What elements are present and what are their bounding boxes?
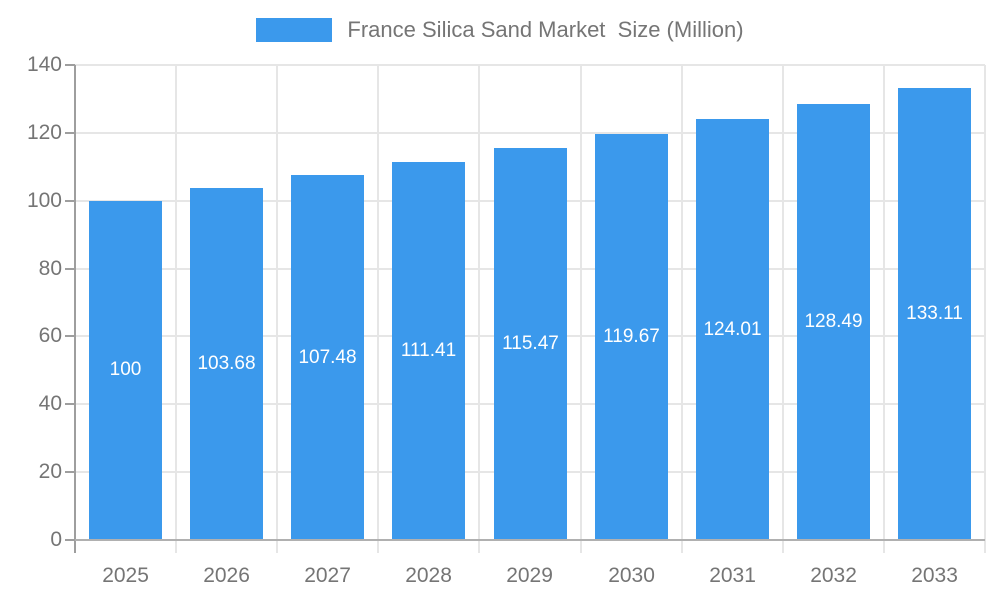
legend: France Silica Sand Market Size (Million): [0, 18, 1000, 42]
v-gridline: [478, 65, 481, 553]
x-axis-tick-label: 2025: [102, 564, 149, 587]
v-gridline: [579, 65, 582, 553]
y-axis-tick-label: 20: [38, 460, 62, 484]
v-gridline: [984, 65, 986, 553]
legend-label: France Silica Sand Market Size (Million): [347, 17, 744, 42]
bar-value-label: 100: [109, 359, 142, 381]
x-axis-tick-label: 2026: [203, 564, 250, 587]
bar-value-label: 103.68: [197, 353, 256, 375]
bar-value-label: 128.49: [804, 311, 863, 333]
y-axis-tick-label: 0: [50, 528, 62, 551]
v-gridline: [882, 65, 885, 553]
y-axis-tick-label: 140: [26, 53, 62, 76]
legend-item[interactable]: France Silica Sand Market Size (Million): [256, 17, 744, 42]
y-axis-tick-label: 60: [38, 324, 62, 348]
x-axis-tick-label: 2033: [911, 564, 958, 587]
y-axis-tick-label: 120: [26, 120, 62, 144]
bar[interactable]: 119.67: [595, 133, 668, 540]
y-axis-tick: [65, 131, 75, 134]
bar[interactable]: 128.49: [797, 104, 870, 540]
v-gridline: [781, 65, 784, 553]
x-axis-tick-label: 2031: [709, 564, 756, 587]
bar-value-label: 111.41: [400, 339, 457, 361]
y-axis-tick: [65, 471, 75, 474]
bar[interactable]: 111.41: [392, 162, 465, 540]
bar[interactable]: 124.01: [696, 119, 769, 540]
y-axis-tick: [65, 267, 75, 270]
bar[interactable]: 103.68: [190, 188, 263, 540]
x-axis-tick-label: 2030: [608, 564, 655, 587]
y-axis-tick: [65, 199, 75, 202]
h-gridline: [75, 64, 985, 66]
v-gridline: [175, 65, 178, 553]
bar-value-label: 115.47: [502, 333, 559, 355]
y-axis-tick: [65, 539, 75, 541]
bar-value-label: 107.48: [298, 346, 357, 368]
legend-swatch-icon: [256, 18, 333, 42]
y-axis-tick-label: 40: [38, 392, 62, 416]
x-axis-line: [75, 539, 985, 541]
bar-value-label: 124.01: [703, 318, 762, 340]
y-axis-tick: [65, 64, 75, 66]
bar[interactable]: 115.47: [494, 148, 567, 540]
x-axis-tick-label: 2032: [810, 564, 857, 587]
v-gridline: [276, 65, 279, 553]
x-axis-tick-label: 2028: [405, 564, 452, 587]
bar[interactable]: 107.48: [291, 175, 364, 540]
y-axis-tick-label: 80: [38, 256, 62, 280]
h-gridline: [75, 131, 985, 134]
y-axis-tick: [65, 335, 75, 338]
bar[interactable]: 133.11: [898, 88, 971, 540]
y-axis-tick-label: 100: [26, 188, 62, 212]
x-axis-tick-label: 2029: [506, 564, 553, 587]
y-axis-tick: [65, 403, 75, 406]
v-gridline: [680, 65, 683, 553]
y-axis-line: [74, 65, 76, 553]
bar-value-label: 119.67: [603, 325, 660, 347]
bar-value-label: 133.11: [906, 303, 963, 325]
x-axis-tick-label: 2027: [304, 564, 351, 587]
v-gridline: [377, 65, 380, 553]
bar[interactable]: 100: [89, 200, 162, 540]
